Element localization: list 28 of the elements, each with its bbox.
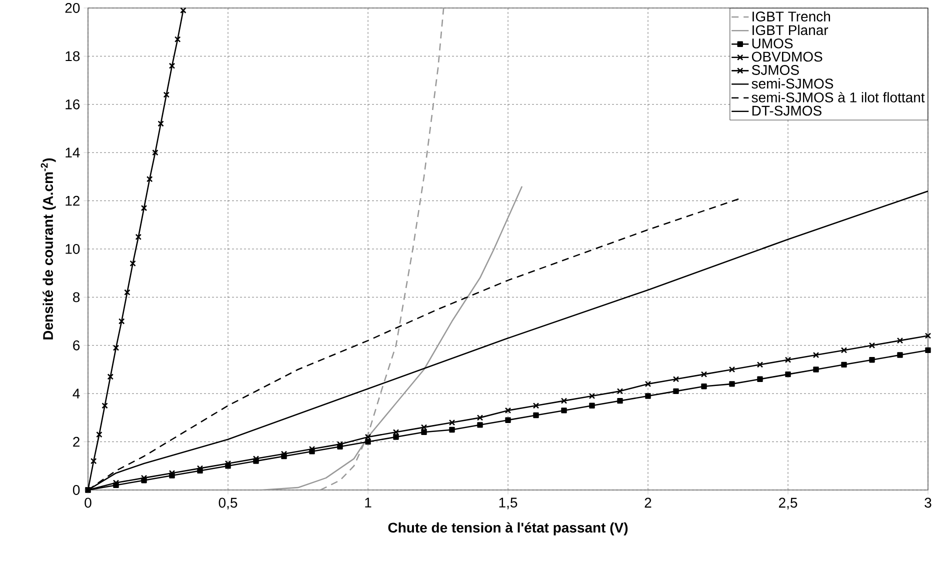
legend-label: semi-SJMOS à 1 ilot flottant xyxy=(752,92,925,102)
x-tick-label: 0 xyxy=(84,498,92,508)
y-tick-label: 12 xyxy=(66,196,80,206)
y-tick-label: 8 xyxy=(73,292,80,302)
y-tick-label: 6 xyxy=(73,340,80,350)
legend-label: semi-SJMOS xyxy=(752,78,834,89)
x-tick-label: 1 xyxy=(365,498,372,508)
y-tick-label: 2 xyxy=(73,436,80,447)
x-tick-label: 3 xyxy=(924,498,932,508)
x-tick-label: 0,5 xyxy=(218,498,238,510)
x-axis-title: Chute de tension à l'état passant (V) xyxy=(388,522,628,536)
legend-label: IGBT Trench xyxy=(752,11,830,22)
x-tick-label: 2,5 xyxy=(778,498,798,510)
y-axis-title: Densité de courant (A.cm$^{-2}$) xyxy=(40,158,56,340)
y-tick-label: 16 xyxy=(66,99,80,110)
legend-label: UMOS xyxy=(752,38,793,48)
y-tick-label: 4 xyxy=(72,388,80,398)
legend-label: DT-SJMOS xyxy=(752,106,822,116)
y-tick-label: 10 xyxy=(66,244,80,254)
y-tick-label: 14 xyxy=(66,148,80,158)
y-tick-label: 20 xyxy=(65,3,80,13)
x-tick-label: 1,5 xyxy=(499,498,518,510)
x-tick-label: 2 xyxy=(644,498,652,508)
legend-label: IGBT Planar xyxy=(752,24,828,36)
y-tick-label: 0 xyxy=(72,485,80,495)
y-tick-label: 18 xyxy=(66,51,80,62)
legend-label: OBVDMOS xyxy=(752,52,822,62)
legend-label: SJMOS xyxy=(752,65,799,75)
